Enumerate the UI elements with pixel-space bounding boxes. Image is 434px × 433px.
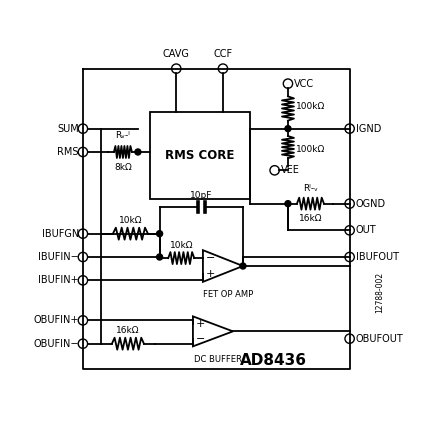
Text: DC BUFFER: DC BUFFER — [194, 355, 241, 364]
Text: OBUFOUT: OBUFOUT — [355, 334, 402, 344]
Text: 10kΩ: 10kΩ — [169, 241, 193, 250]
Text: 12788-002: 12788-002 — [374, 271, 383, 313]
Circle shape — [156, 254, 162, 260]
Circle shape — [284, 126, 290, 132]
Text: +: + — [195, 319, 204, 329]
Text: 8kΩ: 8kΩ — [114, 163, 132, 171]
Text: 10pF: 10pF — [190, 191, 212, 200]
Text: OBUFIN−: OBUFIN− — [33, 339, 79, 349]
Text: IGND: IGND — [355, 124, 380, 134]
Circle shape — [135, 149, 141, 155]
Text: AD8436: AD8436 — [239, 353, 306, 368]
Text: Rᴵ-ᵥ: Rᴵ-ᵥ — [302, 184, 317, 193]
Circle shape — [156, 231, 162, 237]
Text: −: − — [205, 253, 214, 263]
Text: RMS CORE: RMS CORE — [164, 149, 234, 162]
Text: OGND: OGND — [355, 199, 385, 209]
Text: IBUFIN+: IBUFIN+ — [38, 275, 79, 285]
Text: FET OP AMP: FET OP AMP — [202, 290, 253, 299]
Text: 16kΩ: 16kΩ — [298, 213, 322, 223]
Text: −: − — [195, 334, 204, 344]
Text: 16kΩ: 16kΩ — [116, 326, 139, 335]
Text: OUT: OUT — [355, 225, 375, 235]
Text: IBUFIN−: IBUFIN− — [38, 252, 79, 262]
Text: VCC: VCC — [293, 79, 313, 89]
Bar — [149, 112, 249, 199]
Text: IBUFOUT: IBUFOUT — [355, 252, 398, 262]
Text: CAVG: CAVG — [162, 49, 189, 59]
Text: 10kΩ: 10kΩ — [118, 216, 142, 225]
Text: +: + — [205, 269, 214, 279]
Text: CCF: CCF — [213, 49, 232, 59]
Circle shape — [284, 200, 290, 207]
Text: IBUFGN: IBUFGN — [42, 229, 79, 239]
Text: OBUFIN+: OBUFIN+ — [33, 315, 79, 325]
Text: Rᵥ-ᴵ: Rᵥ-ᴵ — [115, 131, 130, 140]
Text: 100kΩ: 100kΩ — [296, 145, 325, 154]
Circle shape — [240, 263, 245, 269]
Text: SUM: SUM — [57, 124, 79, 134]
Text: 100kΩ: 100kΩ — [296, 102, 325, 111]
Text: RMS: RMS — [57, 147, 79, 157]
Text: VEE: VEE — [280, 165, 299, 175]
